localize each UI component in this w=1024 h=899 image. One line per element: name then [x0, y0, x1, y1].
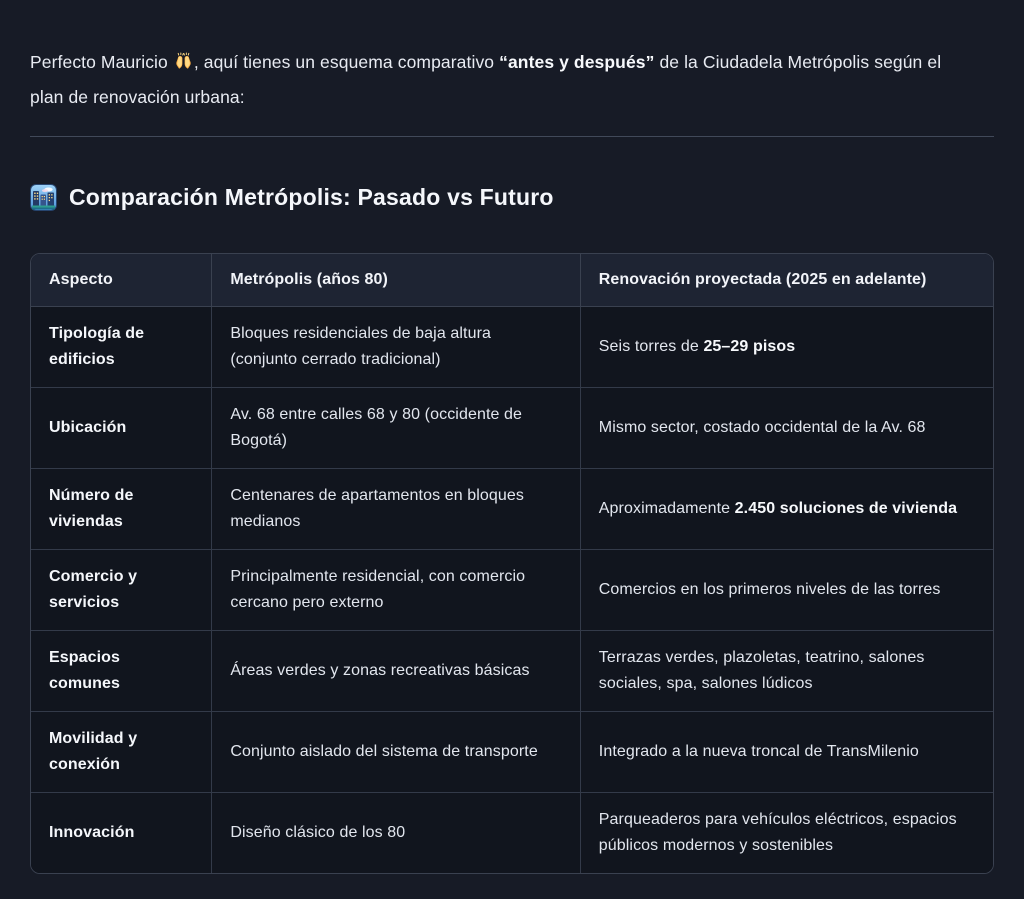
future-cell: Seis torres de 25–29 pisos	[579, 305, 993, 388]
table-row: Número de viviendas Centenares de apartam…	[31, 467, 993, 550]
past-cell: Av. 68 entre calles 68 y 80 (occidente d…	[211, 386, 581, 469]
intro-text-before: Perfecto Mauricio	[30, 51, 173, 72]
past-cell: Principalmente residencial, con comercio…	[211, 548, 581, 631]
past-cell: Áreas verdes y zonas recreativas básicas	[211, 629, 581, 712]
table-row: Movilidad y conexión Conjunto aislado del…	[31, 710, 993, 793]
future-cell: Terrazas verdes, plazoletas, teatrino, s…	[579, 629, 993, 712]
section-divider	[30, 135, 994, 137]
intro-paragraph: Perfecto Mauricio , aquí tienes un esque…	[30, 18, 970, 115]
table-row: Tipología de edificios Bloques residencia…	[31, 305, 993, 388]
comparison-table: Aspecto Metrópolis (años 80) Renovación pr…	[31, 253, 993, 873]
past-cell: Diseño clásico de los 80	[211, 791, 581, 873]
intro-text-mid: , aquí tienes un esquema comparativo	[193, 51, 500, 72]
future-cell: Mismo sector, costado occidental de la A…	[579, 386, 993, 469]
aspect-cell: Espacios comunes	[31, 629, 213, 712]
comparison-table-container: Aspecto Metrópolis (años 80) Renovación pr…	[30, 252, 994, 874]
table-header-row: Aspecto Metrópolis (años 80) Renovación pr…	[31, 253, 993, 307]
column-header: Aspecto	[31, 253, 213, 307]
raising-hands-icon	[174, 48, 193, 69]
table-row: Espacios comunes Áreas verdes y zonas rec…	[31, 629, 993, 712]
table-body: Tipología de edificios Bloques residencia…	[31, 305, 993, 873]
table-row: Innovación Diseño clásico de los 80 Parque…	[31, 791, 993, 873]
intro-bold-phrase: “antes y después”	[499, 51, 655, 72]
aspect-cell: Comercio y servicios	[31, 548, 213, 631]
past-cell: Centenares de apartamentos en bloques me…	[211, 467, 581, 550]
past-cell: Bloques residenciales de baja altura (co…	[211, 305, 581, 388]
column-header: Renovación proyectada (2025 en adelante)	[579, 253, 993, 307]
future-cell: Comercios en los primeros niveles de las…	[579, 548, 993, 631]
future-cell: Integrado a la nueva troncal de TransMil…	[579, 710, 993, 793]
aspect-cell: Ubicación	[31, 386, 213, 469]
table-row: Comercio y servicios Principalmente resid…	[31, 548, 993, 631]
section-heading-title: Comparación Metrópolis: Pasado vs Futuro	[69, 183, 554, 210]
table-row: Ubicación Av. 68 entre calles 68 y 80 (oc…	[31, 386, 993, 469]
aspect-cell: Tipología de edificios	[31, 305, 213, 388]
future-cell: Aproximadamente 2.450 soluciones de vivi…	[579, 467, 993, 550]
cityscape-icon	[30, 183, 57, 211]
future-cell: Parqueaderos para vehículos eléctricos, …	[579, 791, 993, 873]
intro-text-end: de la Ciudadela Metrópolis según el plan…	[30, 51, 942, 107]
column-header: Metrópolis (años 80)	[211, 253, 581, 307]
aspect-cell: Movilidad y conexión	[31, 710, 213, 793]
aspect-cell: Número de viviendas	[31, 467, 213, 550]
aspect-cell: Innovación	[31, 791, 213, 873]
past-cell: Conjunto aislado del sistema de transpor…	[211, 710, 581, 793]
section-heading: Comparación Metrópolis: Pasado vs Futuro	[30, 183, 994, 211]
